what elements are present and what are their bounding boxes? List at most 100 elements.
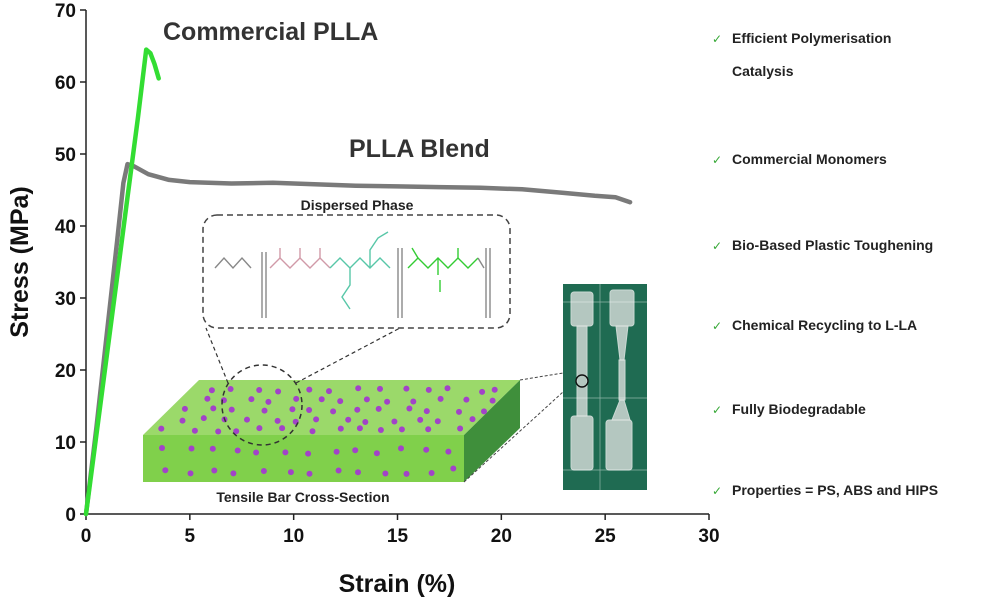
tensile-bar-top <box>143 380 520 435</box>
dispersed-particle <box>282 449 289 456</box>
dispersed-particle <box>293 395 300 402</box>
dispersed-particle <box>406 405 413 412</box>
dispersed-particle <box>489 397 496 404</box>
cross-section-label: Tensile Bar Cross-Section <box>216 489 389 505</box>
zoom-line-right <box>295 327 401 384</box>
dispersed-particle <box>306 407 313 413</box>
y-axis-title: Stress (MPa) <box>6 186 34 337</box>
dispersed-particle <box>384 398 391 405</box>
dispersed-particle <box>479 388 486 395</box>
dispersed-particle <box>256 425 263 432</box>
tensile-bar-dots <box>158 385 498 477</box>
x-tick-label: 10 <box>283 526 304 547</box>
dispersed-particle <box>261 407 268 414</box>
y-ticks: 0 10 20 30 40 50 60 70 <box>55 1 86 526</box>
dispersed-particle <box>211 467 218 474</box>
y-tick-label: 30 <box>55 289 76 310</box>
dispersed-particle <box>363 396 370 403</box>
dispersed-particle <box>234 447 241 454</box>
feature-item: Fully Biodegradable <box>732 401 866 417</box>
dispersed-particle <box>356 425 363 432</box>
y-tick-label: 10 <box>55 433 76 454</box>
dispersed-particle <box>215 428 222 435</box>
tensile-bar-photo-drawing <box>570 289 635 471</box>
dispersed-particle <box>253 449 260 456</box>
dispersed-particle <box>362 419 369 425</box>
dispersed-particle <box>469 416 476 423</box>
dispersed-particle <box>417 416 424 423</box>
series-label-commercial-plla: Commercial PLLA <box>163 18 378 46</box>
y-tick-label: 50 <box>55 145 76 166</box>
dispersed-particle <box>445 448 452 455</box>
dispersed-particle <box>491 386 498 393</box>
check-icon: ✓ <box>712 239 722 253</box>
check-icon: ✓ <box>712 484 722 498</box>
check-icon: ✓ <box>712 32 722 46</box>
dispersed-particle <box>287 469 294 476</box>
dispersed-phase-label: Dispersed Phase <box>301 197 414 213</box>
dispersed-particle <box>204 395 211 402</box>
x-tick-label: 30 <box>698 526 719 547</box>
dispersed-particle <box>305 450 312 457</box>
dispersed-particle <box>355 469 361 476</box>
series-line-plla-blend <box>83 161 633 517</box>
dispersed-particle <box>423 446 430 453</box>
y-tick-label: 60 <box>55 73 76 94</box>
check-icon: ✓ <box>712 403 722 417</box>
dispersed-particle <box>373 450 380 457</box>
photo-zoom-circle <box>575 374 589 388</box>
dispersed-particle <box>354 406 361 413</box>
dispersed-particle <box>410 398 417 405</box>
dispersed-particle <box>181 405 188 412</box>
dispersed-particle <box>227 386 234 392</box>
check-icon: ✓ <box>712 153 722 167</box>
dispersed-particle <box>425 426 432 433</box>
dispersed-particle <box>456 408 462 415</box>
dispersed-particle <box>209 445 216 452</box>
dispersed-particle <box>352 447 359 454</box>
y-tick-label: 0 <box>65 505 76 526</box>
feature-item: Properties = PS, ABS and HIPS <box>732 482 938 498</box>
dispersed-particle <box>188 445 195 452</box>
dispersed-particle <box>457 425 464 432</box>
dispersed-particle <box>423 408 430 415</box>
dispersed-particle <box>230 470 237 477</box>
dispersed-particle <box>398 426 405 433</box>
dispersed-particle <box>248 396 255 403</box>
polymer-structure-drawing <box>214 231 491 318</box>
dispersed-particle <box>228 406 235 413</box>
dispersed-particle <box>326 388 332 395</box>
photo-line-top <box>519 372 564 381</box>
dispersed-particle <box>158 425 165 432</box>
dispersed-particle <box>233 428 240 435</box>
dispersed-particle <box>159 445 165 451</box>
dispersed-particle <box>333 448 340 455</box>
x-tick-label: 5 <box>185 526 196 547</box>
dispersed-particle <box>355 385 362 392</box>
dispersed-particle <box>244 416 250 423</box>
dispersed-particle <box>187 470 194 477</box>
dispersed-particle <box>403 470 410 477</box>
dispersed-particle <box>450 465 457 472</box>
y-tick-label: 40 <box>55 217 76 238</box>
dispersed-particle <box>330 408 337 415</box>
dispersed-particle <box>377 427 384 433</box>
dispersed-particle <box>279 425 286 432</box>
dispersed-particle <box>437 395 444 402</box>
tensile-bar-side <box>464 380 520 482</box>
dispersed-particle <box>274 417 281 424</box>
dispersed-particle <box>306 386 313 393</box>
series-label-plla-blend: PLLA Blend <box>349 135 490 163</box>
x-ticks: 0 5 10 15 20 25 30 <box>81 514 720 547</box>
dispersed-phase-box <box>202 214 511 329</box>
dispersed-particle <box>345 416 352 423</box>
dispersed-particle <box>260 468 267 474</box>
dispersed-particle <box>289 406 296 413</box>
dispersed-particle <box>463 396 470 403</box>
x-tick-label: 0 <box>81 526 92 547</box>
dispersed-particle <box>428 470 435 476</box>
dispersed-particle <box>265 398 272 405</box>
tensile-bar-front <box>143 435 464 482</box>
dispersed-particle <box>306 470 313 477</box>
check-icon: ✓ <box>712 319 722 333</box>
